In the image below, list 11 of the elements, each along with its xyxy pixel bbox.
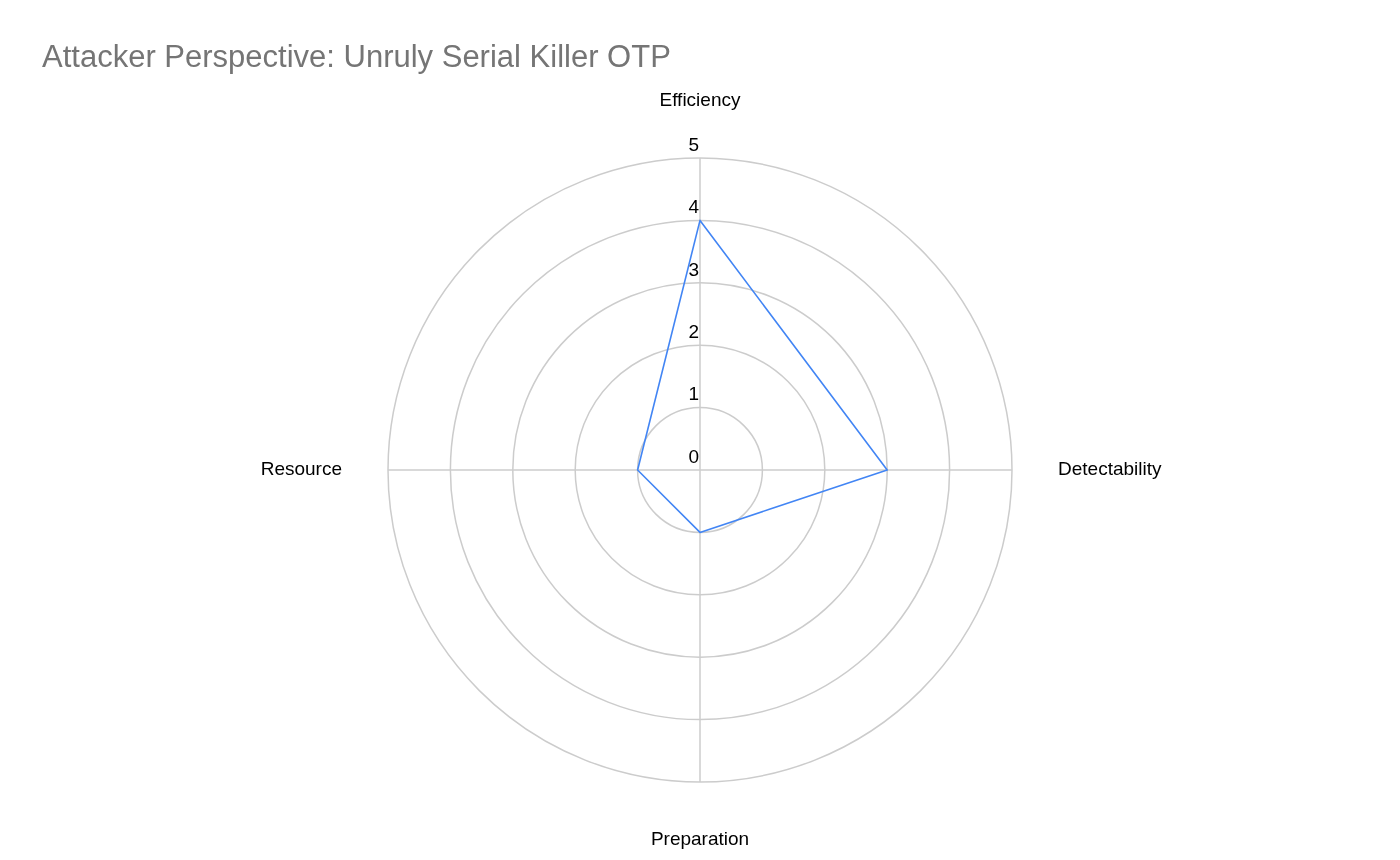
y-tick-label: 5: [688, 133, 699, 155]
y-tick-label: 0: [688, 445, 699, 467]
chart-title: Attacker Perspective: Unruly Serial Killer OTP: [42, 39, 671, 75]
y-tick-label: 3: [688, 258, 699, 280]
spoke-label: Preparation: [650, 827, 750, 849]
spoke-label: Resource: [260, 458, 342, 480]
y-tick-label: 2: [688, 320, 699, 342]
y-tick-label: 4: [688, 196, 700, 218]
spoke-label: Efficiency: [659, 88, 741, 110]
spoke-label: Detectability: [1058, 458, 1162, 480]
y-tick-label: 1: [688, 383, 699, 405]
